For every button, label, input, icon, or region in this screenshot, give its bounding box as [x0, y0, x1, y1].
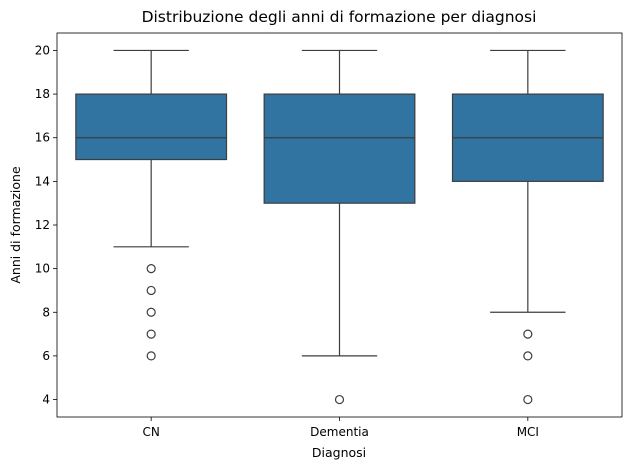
iqr-box [263, 93, 416, 204]
box-group-dementia [263, 49, 416, 405]
y-tick-label: 10 [35, 262, 50, 276]
y-tick-label: 6 [42, 349, 50, 363]
x-tick-label: Dementia [310, 425, 369, 439]
y-tick-label: 12 [35, 218, 50, 232]
y-tick-label: 14 [35, 174, 50, 188]
x-tick-label: CN [142, 425, 159, 439]
outlier-point [146, 285, 156, 296]
y-axis-label: Anni di formazione [8, 166, 23, 284]
outlier-point [523, 329, 533, 339]
y-tick-label: 18 [35, 87, 50, 101]
box-group-cn [75, 49, 228, 361]
outlier-point [146, 329, 156, 339]
chart-marks [75, 49, 604, 405]
x-axis: CN Dementia MCI [142, 417, 539, 439]
x-tick-label: MCI [517, 425, 539, 439]
box-group-mci [451, 49, 604, 405]
y-tick-label: 16 [35, 131, 50, 145]
y-tick-label: 20 [35, 43, 50, 57]
iqr-box [75, 93, 228, 161]
y-axis: 4 6 8 10 12 14 16 18 20 [35, 43, 57, 407]
outlier-point [146, 307, 156, 317]
outlier-point [146, 264, 156, 274]
x-axis-label: Diagnosi [312, 445, 366, 460]
outlier-point [523, 351, 533, 361]
outlier-point [523, 394, 533, 405]
y-tick-label: 8 [42, 305, 50, 319]
outlier-point [146, 351, 156, 361]
chart-title: Distribuzione degli anni di formazione p… [142, 8, 537, 26]
outlier-point [334, 394, 345, 405]
y-tick-label: 4 [42, 393, 50, 407]
